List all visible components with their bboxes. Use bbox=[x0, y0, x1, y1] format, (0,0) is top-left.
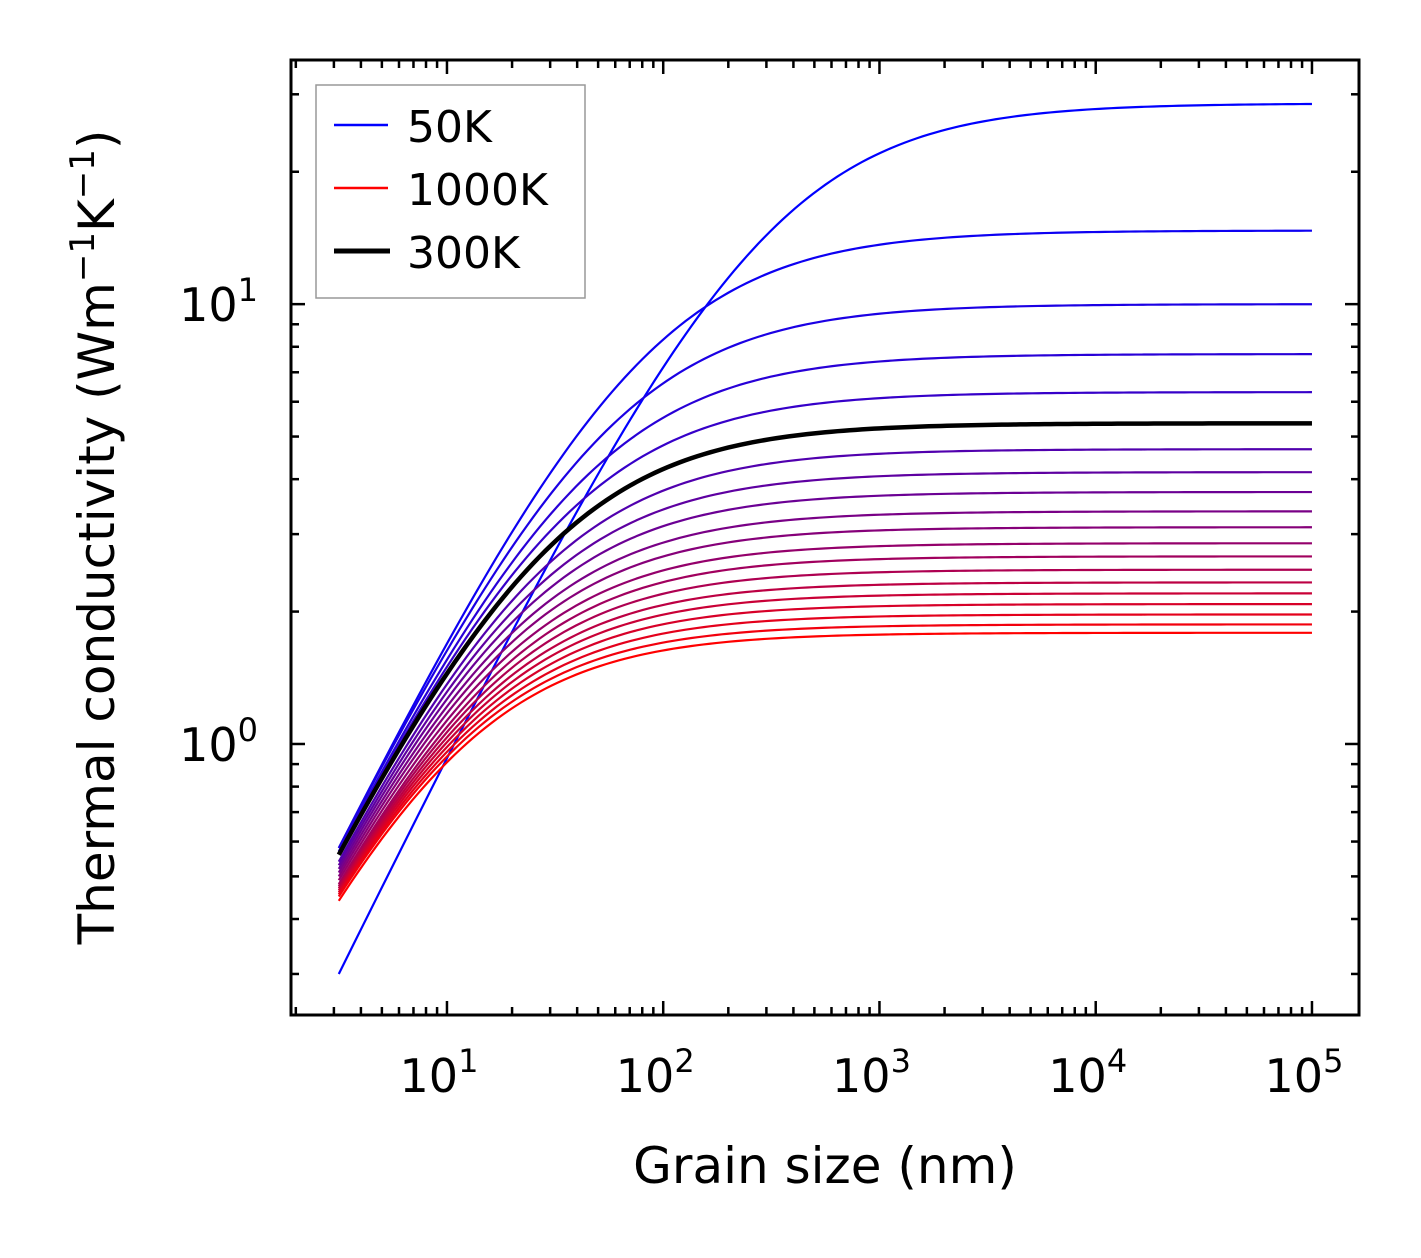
x-tick-label: 104 bbox=[1048, 1042, 1127, 1103]
curve-250k bbox=[337, 391, 1312, 854]
curve-150k bbox=[337, 303, 1312, 849]
y-axis-label: Thermal conductivity (Wm−1K−1) bbox=[63, 130, 126, 946]
curve-950k bbox=[337, 623, 1312, 898]
curve-200k bbox=[337, 353, 1312, 852]
legend-label-50k: 50K bbox=[407, 102, 493, 153]
curve-500k bbox=[337, 510, 1312, 874]
legend-label-300k: 300K bbox=[407, 228, 521, 279]
x-tick-label: 101 bbox=[400, 1042, 479, 1103]
curve-300k-highlight bbox=[336, 421, 1312, 856]
curve-650k bbox=[337, 555, 1312, 885]
plot-frame bbox=[289, 58, 1361, 1017]
x-axis-label: Grain size (nm) bbox=[633, 1137, 1017, 1195]
curves-layer bbox=[336, 102, 1312, 975]
curve-700k bbox=[337, 568, 1312, 887]
x-tick-label: 102 bbox=[616, 1042, 695, 1103]
x-tick-label: 105 bbox=[1265, 1042, 1344, 1103]
legend-label-1000k: 1000K bbox=[407, 165, 549, 216]
curve-850k bbox=[337, 603, 1312, 893]
curve-800k bbox=[337, 592, 1312, 891]
curve-100k bbox=[337, 229, 1312, 849]
x-tick-label: 103 bbox=[832, 1042, 911, 1103]
curve-750k bbox=[337, 581, 1312, 889]
y-tick-label: 100 bbox=[179, 711, 258, 772]
curve-550k bbox=[337, 526, 1312, 877]
curve-1000k bbox=[337, 631, 1312, 902]
ticks-layer bbox=[291, 60, 1359, 1015]
curve-450k bbox=[337, 490, 1312, 870]
legend: 50K 1000K 300K bbox=[315, 84, 586, 299]
curve-600k bbox=[337, 542, 1312, 881]
curve-350k bbox=[337, 448, 1312, 863]
curve-400k bbox=[337, 471, 1312, 866]
y-tick-label: 101 bbox=[179, 271, 258, 332]
tick-labels-layer: 101 102 103 104 105 100 101 bbox=[179, 271, 1343, 1103]
curve-900k bbox=[337, 613, 1312, 895]
legend-frame bbox=[315, 84, 586, 299]
